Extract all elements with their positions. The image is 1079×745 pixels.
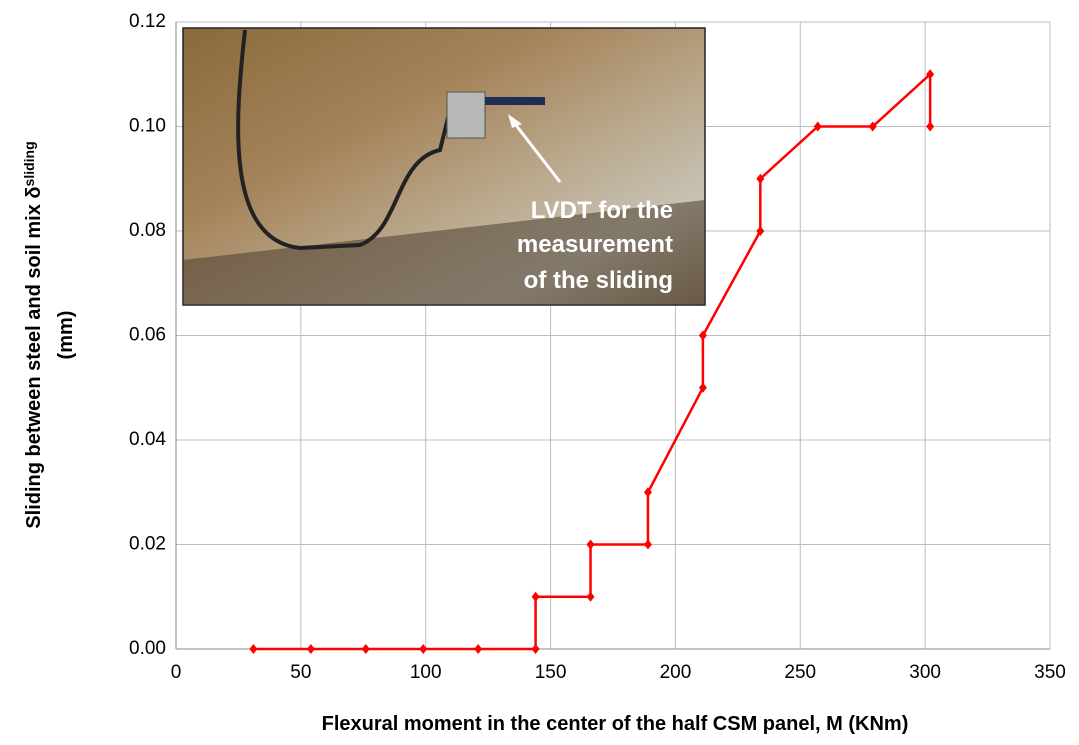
- marker: [926, 122, 934, 132]
- marker: [587, 592, 595, 602]
- y-tick-label: 0.08: [129, 220, 166, 241]
- marker: [587, 540, 595, 550]
- marker: [362, 644, 370, 654]
- y-tick-label: 0.10: [129, 116, 166, 137]
- photo-inset: LVDT for the measurement of the sliding: [183, 28, 705, 305]
- marker: [532, 644, 540, 654]
- marker: [474, 644, 482, 654]
- marker: [644, 540, 652, 550]
- x-tick-label: 150: [535, 662, 567, 683]
- x-tick-label: 200: [660, 662, 692, 683]
- annotation: LVDT for the: [531, 197, 673, 224]
- y-tick-label: 0.02: [129, 534, 166, 555]
- marker: [249, 644, 257, 654]
- marker: [307, 644, 315, 654]
- x-tick-label: 250: [784, 662, 816, 683]
- y-tick-label: 0.12: [129, 11, 166, 32]
- x-tick-label: 300: [909, 662, 941, 683]
- y-axis-label: Sliding between steel and soil mix δslid…: [21, 141, 45, 528]
- annotation: measurement: [517, 231, 673, 258]
- marker: [532, 592, 540, 602]
- y-label-subscript: sliding: [21, 141, 37, 186]
- y-tick-label: 0.06: [129, 325, 166, 346]
- x-axis-label: Flexural moment in the center of the hal…: [322, 713, 909, 735]
- x-tick-label: 350: [1034, 662, 1066, 683]
- lvdt-body: [447, 92, 485, 138]
- y-label-main: Sliding between steel and soil mix δ: [23, 186, 45, 528]
- lvdt-rod: [485, 97, 545, 105]
- y-tick-label: 0.04: [129, 429, 166, 450]
- chart: LVDT for the measurement of the sliding …: [0, 0, 1079, 740]
- y-tick-label: 0.00: [129, 638, 166, 659]
- x-tick-label: 50: [290, 662, 311, 683]
- x-tick-label: 0: [171, 662, 182, 683]
- y-axis-unit: (mm): [55, 311, 77, 360]
- x-tick-label: 100: [410, 662, 442, 683]
- annotation: of the sliding: [524, 267, 673, 294]
